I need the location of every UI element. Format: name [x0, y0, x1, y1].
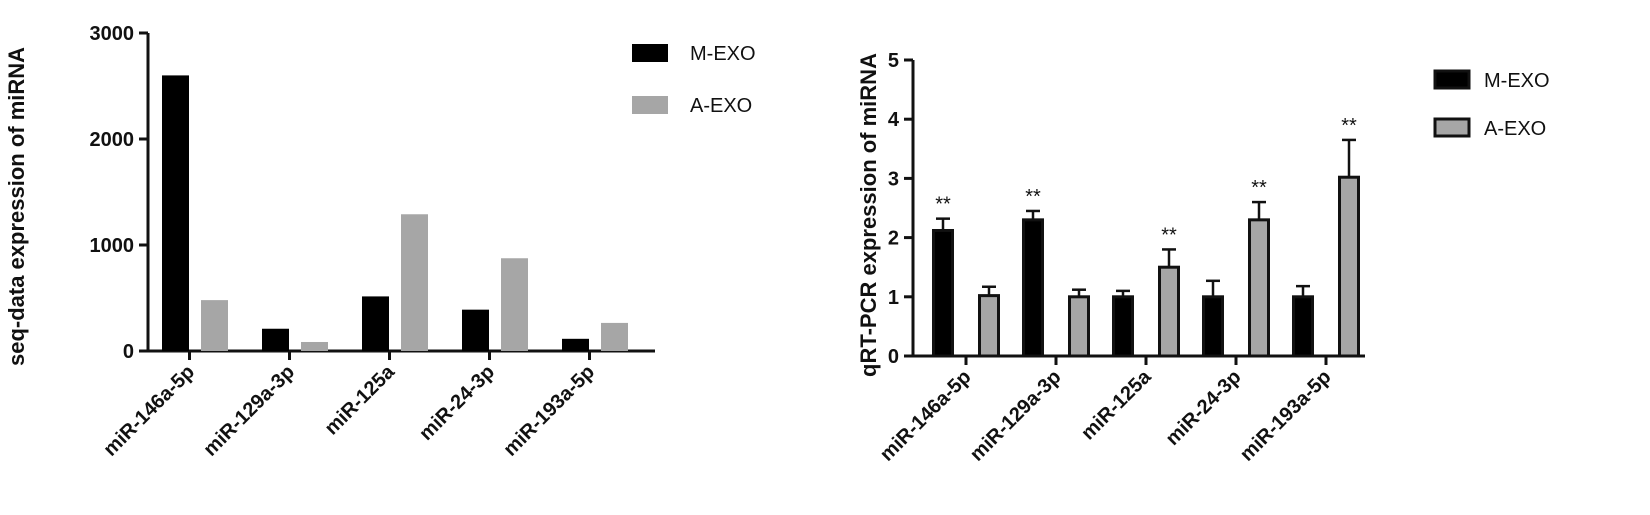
bar-m-exo-mir-193a-5p [1292, 295, 1314, 358]
legend-swatch-m-exo [1433, 69, 1471, 90]
bar-m-exo-mir-125a [362, 296, 389, 351]
bar-m-exo-mir-24-3p [1202, 295, 1224, 358]
y-axis-title: qRT-PCR expression of miRNA [856, 53, 881, 377]
bar-m-exo-mir-146a-5p [162, 75, 189, 352]
bar-m-exo-mir-129a-3p [262, 328, 289, 351]
bar-m-exo-mir-193a-5p [562, 338, 589, 351]
y-tick-label: 2 [888, 228, 899, 250]
y-tick-label: 3 [888, 168, 899, 190]
y-tick-label: 1000 [90, 235, 135, 257]
legend-label-m-exo: M-EXO [690, 43, 756, 65]
x-tick-label: miR-146a-5p [876, 366, 976, 466]
y-axis-title: seq-data expression of miRNA [4, 47, 29, 366]
y-tick-label: 4 [888, 109, 900, 131]
bar-m-exo-mir-125a [1112, 295, 1134, 358]
bar-m-exo-mir-24-3p [462, 309, 489, 351]
bar-a-exo-mir-193a-5p [1338, 175, 1360, 358]
y-tick-label: 2000 [90, 129, 135, 151]
bar-a-exo-mir-24-3p [501, 258, 528, 351]
significance-mark: ** [1341, 115, 1357, 137]
y-tick-label: 0 [123, 341, 134, 363]
x-tick-label: miR-129a-3p [966, 366, 1066, 466]
bar-a-exo-mir-129a-3p [1068, 295, 1090, 358]
bar-a-exo-mir-146a-5p [201, 300, 228, 351]
bar-m-exo-mir-129a-3p [1022, 218, 1044, 358]
legend-label-a-exo: A-EXO [1484, 118, 1546, 140]
legend-swatch-a-exo [632, 96, 668, 114]
legend-label-m-exo: M-EXO [1484, 70, 1550, 92]
legend-swatch-a-exo [1433, 117, 1471, 138]
x-tick-label: miR-193a-5p [1236, 366, 1336, 466]
bar-a-exo-mir-125a [1158, 265, 1180, 358]
y-tick-label: 1 [888, 287, 899, 309]
x-tick-label: miR-24-3p [1162, 366, 1246, 450]
y-tick-label: 0 [888, 346, 899, 368]
significance-mark: ** [1161, 224, 1177, 246]
legend-swatch-m-exo [632, 44, 668, 62]
significance-mark: ** [935, 194, 951, 216]
y-tick-label: 5 [888, 50, 899, 72]
x-tick-label: miR-125a [1077, 365, 1156, 444]
bar-a-exo-mir-146a-5p [978, 294, 1000, 358]
significance-mark: ** [1251, 177, 1267, 199]
bar-a-exo-mir-24-3p [1248, 218, 1270, 358]
bar-m-exo-mir-146a-5p [932, 228, 954, 358]
bar-a-exo-mir-193a-5p [601, 322, 628, 351]
bar-a-exo-mir-125a [401, 214, 428, 351]
significance-mark: ** [1025, 186, 1041, 208]
bar-a-exo-mir-129a-3p [301, 341, 328, 351]
y-tick-label: 3000 [90, 23, 135, 45]
legend-label-a-exo: A-EXO [690, 95, 752, 117]
